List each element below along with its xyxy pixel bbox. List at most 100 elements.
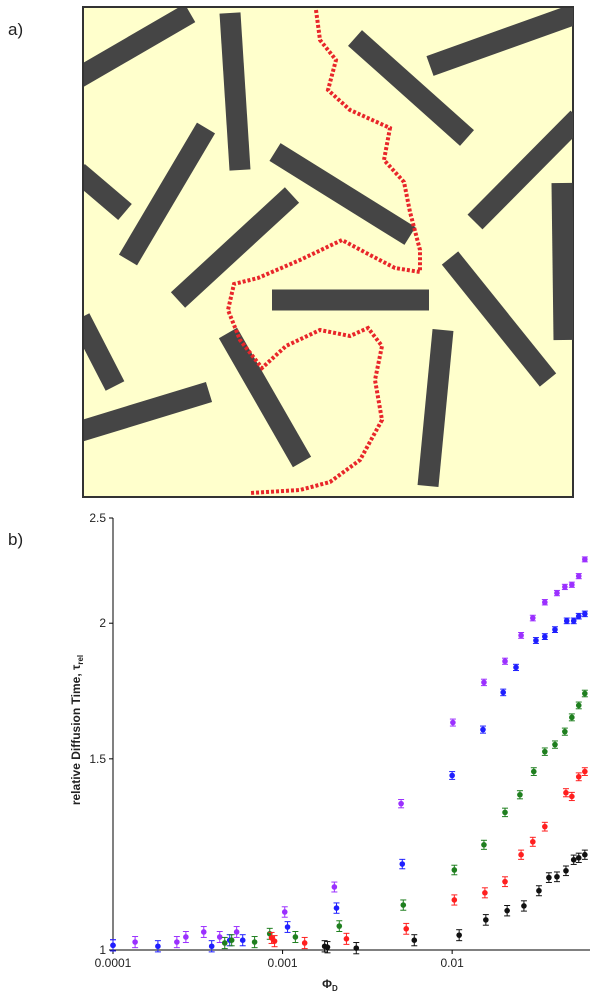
- plot-area: ΦD relative Diffusion Time, τrel 1 1.5 2 2.…: [69, 511, 590, 993]
- point: [353, 945, 360, 951]
- point: [562, 584, 568, 590]
- y-tick-label: 1.5: [89, 752, 106, 766]
- x-axis-label-sub: D: [332, 984, 338, 993]
- point: [174, 939, 180, 945]
- y-tick-label: 2.5: [89, 511, 106, 525]
- point: [563, 867, 569, 874]
- point: [554, 873, 560, 880]
- point: [451, 897, 458, 903]
- point: [542, 633, 548, 640]
- point: [450, 719, 456, 726]
- x-tick-label: 0.01: [440, 956, 464, 970]
- point: [575, 702, 582, 709]
- point: [575, 613, 582, 619]
- point: [333, 905, 340, 911]
- point: [542, 599, 548, 606]
- point: [221, 940, 228, 946]
- point: [569, 793, 575, 800]
- point: [500, 689, 506, 696]
- point: [582, 768, 588, 775]
- point: [400, 902, 407, 908]
- point: [228, 937, 235, 944]
- point: [284, 924, 291, 930]
- point: [518, 632, 524, 639]
- point: [200, 929, 207, 935]
- point: [552, 741, 558, 748]
- y-axis-label: relative Diffusion Time, τrel: [69, 655, 85, 805]
- point: [324, 944, 331, 950]
- point: [504, 907, 510, 914]
- chain-path: [225, 9, 422, 495]
- point: [183, 934, 189, 940]
- point: [251, 939, 258, 945]
- point: [281, 909, 288, 915]
- x-axis-label: ΦD: [322, 977, 338, 993]
- point: [411, 937, 418, 944]
- point: [449, 772, 455, 779]
- illustration: [82, 6, 574, 498]
- point: [542, 823, 548, 830]
- point: [562, 728, 568, 735]
- point: [292, 934, 299, 940]
- point: [502, 809, 508, 816]
- point: [582, 611, 588, 617]
- point: [563, 789, 569, 796]
- point: [110, 942, 116, 949]
- point: [399, 861, 406, 867]
- point: [481, 679, 487, 686]
- point: [216, 934, 223, 940]
- point: [575, 573, 582, 579]
- point: [343, 936, 350, 942]
- point: [554, 590, 560, 596]
- point: [575, 854, 582, 861]
- point: [582, 851, 588, 858]
- point: [569, 714, 575, 721]
- point: [301, 940, 308, 946]
- point: [502, 878, 508, 885]
- point: [530, 768, 537, 775]
- point: [331, 884, 338, 890]
- illustration-box: [82, 6, 574, 498]
- panel-label: b): [8, 530, 23, 549]
- point: [533, 637, 539, 644]
- point: [530, 615, 536, 621]
- x-axis-label-main: Φ: [322, 977, 332, 991]
- point: [208, 943, 215, 950]
- point: [398, 800, 404, 807]
- point: [155, 943, 161, 950]
- rods: [84, 8, 573, 488]
- point: [480, 726, 486, 733]
- point: [542, 748, 548, 755]
- point: [513, 664, 519, 671]
- x-tick-label: 0.001: [268, 956, 298, 970]
- y-tick-label: 1: [99, 943, 106, 957]
- y-tick-label: 2: [99, 616, 106, 630]
- point: [569, 581, 575, 588]
- point: [536, 887, 542, 894]
- point: [546, 874, 552, 881]
- point: [132, 939, 138, 945]
- point: [575, 773, 582, 780]
- point: [336, 923, 343, 929]
- point: [456, 932, 462, 938]
- point: [582, 556, 588, 563]
- point: [502, 658, 508, 665]
- point: [570, 856, 577, 863]
- x-tick-label: 0.0001: [95, 956, 132, 970]
- point: [451, 867, 458, 873]
- point: [481, 841, 487, 848]
- point: [483, 917, 489, 923]
- point: [582, 690, 588, 697]
- panel-label: a): [8, 20, 23, 39]
- point: [403, 925, 410, 932]
- y-axis-label-sub: rel: [76, 655, 85, 665]
- point: [482, 889, 488, 896]
- point: [570, 618, 577, 624]
- point: [271, 938, 278, 944]
- point: [530, 838, 536, 845]
- point: [518, 851, 524, 858]
- point: [517, 791, 523, 798]
- y-axis-label-main: relative Diffusion Time, τ: [69, 664, 83, 805]
